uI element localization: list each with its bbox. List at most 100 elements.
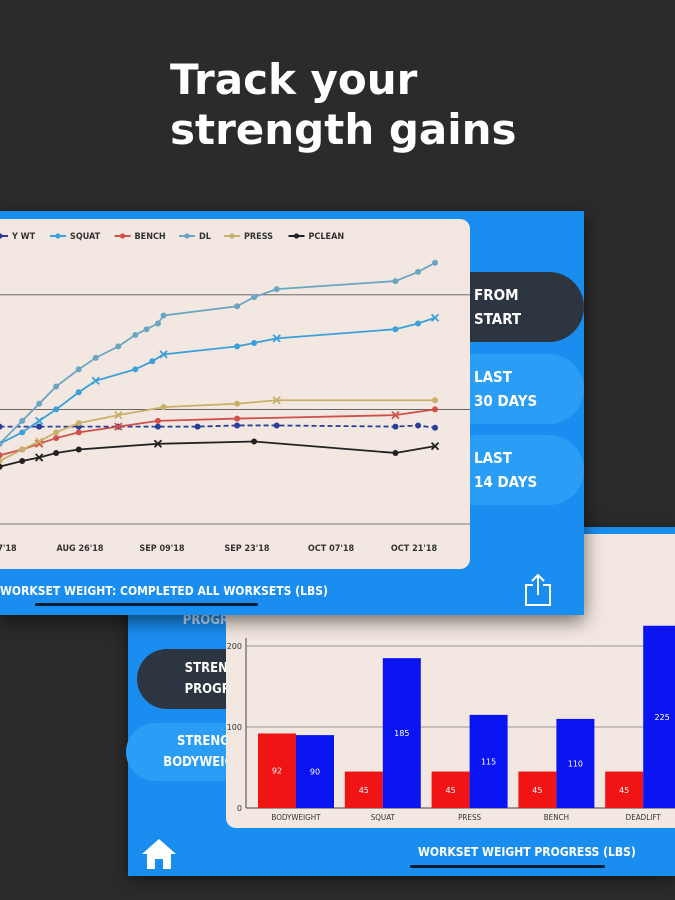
line-chart: 7'18 AUG 26'18 SEP 09'18 SEP 23'18 OCT 07'18…	[0, 232, 470, 554]
line-chart-legend-marker	[293, 233, 300, 239]
bar-chart-bar	[296, 735, 334, 808]
headline-line-2: strength gains	[170, 105, 517, 154]
headline-line-1: Track your	[170, 55, 418, 104]
line-chart-point	[415, 422, 422, 429]
share-icon[interactable]	[523, 573, 553, 607]
line-chart-legend-label: PRESS	[244, 232, 273, 242]
line-chart-legend-marker	[184, 233, 190, 239]
line-chart-point	[273, 286, 280, 293]
line-chart-legend-marker	[55, 233, 61, 239]
line-chart-point	[432, 397, 439, 404]
bar-chart-data-label: 185	[394, 729, 409, 738]
line-chart-point	[75, 429, 82, 436]
line-chart-series-line	[0, 261, 436, 445]
headline: Track your strength gains	[170, 55, 650, 155]
line-chart-point	[234, 343, 241, 350]
line-chart-legend-marker	[119, 233, 126, 239]
bar-chart-data-label: 45	[359, 786, 369, 795]
bar-chart-category-label: SQUAT	[371, 813, 396, 822]
line-chart-point	[75, 420, 82, 427]
bar-chart-data-label: 45	[532, 786, 542, 795]
line-chart-point	[19, 429, 26, 436]
line-chart-point	[35, 416, 44, 426]
bar-chart-category-label: BODYWEIGHT	[271, 813, 321, 822]
line-chart-point	[251, 438, 258, 445]
line-chart-point	[92, 354, 99, 361]
line-chart-point	[35, 453, 44, 462]
bar-chart-bar	[556, 718, 595, 808]
line-chart-legend-label: PCLEAN	[309, 232, 345, 242]
line-chart-x-tick-label: 7'18	[0, 544, 17, 554]
line-chart-point	[53, 435, 60, 442]
range-from-start-button[interactable]: FROM START	[470, 272, 584, 342]
line-chart-point	[154, 417, 161, 424]
line-chart-point	[153, 439, 163, 448]
line-chart-point	[35, 437, 44, 446]
line-chart-series-line	[0, 399, 436, 462]
range-last-30-days-button[interactable]: LAST 30 DAYS	[470, 354, 584, 424]
bar-chart-y-tick-label: 200	[227, 642, 242, 651]
line-chart-point	[234, 303, 241, 310]
line-chart-series-line	[0, 424, 436, 429]
bar-chart-bar	[258, 733, 296, 808]
bar-chart-data-label: 225	[655, 713, 670, 722]
line-chart-point	[143, 326, 150, 333]
line-chart-point	[149, 358, 156, 365]
bar-chart-data-label: 110	[568, 759, 583, 768]
line-chart-legend-label: SQUAT	[70, 232, 101, 242]
line-chart-series-line	[0, 316, 436, 445]
line-chart-legend-label: Y WT	[11, 232, 36, 242]
range-last-14-line2: 14 DAYS	[474, 473, 538, 491]
line-chart-point	[415, 320, 422, 327]
line-chart-point	[19, 417, 26, 424]
bar-chart-data-label: 45	[619, 786, 629, 795]
line-chart-point	[75, 389, 82, 396]
line-chart-card: 7'18 AUG 26'18 SEP 09'18 SEP 23'18 OCT 07'18…	[0, 219, 470, 569]
bar-chart-bar	[382, 658, 421, 808]
line-chart-point	[432, 406, 439, 413]
line-chart-point	[0, 440, 3, 447]
bar-chart-bar	[344, 771, 383, 808]
line-chart-point	[91, 376, 100, 385]
line-chart-point	[160, 312, 167, 319]
line-chart-point	[53, 383, 60, 390]
line-chart-point	[391, 411, 400, 420]
line-chart-point	[0, 452, 3, 459]
line-chart-x-tick-label: OCT 21'18	[391, 544, 438, 554]
line-chart-point	[234, 415, 241, 422]
line-chart-point	[53, 449, 60, 456]
line-chart-point	[154, 423, 161, 430]
bar-chart-data-label: 90	[310, 768, 320, 777]
range-last-14-days-button[interactable]: LAST 14 DAYS	[470, 435, 584, 505]
line-chart-point	[19, 457, 26, 464]
line-chart-series-line	[0, 440, 436, 468]
line-chart-point	[432, 424, 439, 431]
line-chart-point	[0, 423, 3, 430]
line-chart-x-tick-label: OCT 07'18	[308, 544, 355, 554]
line-chart-point	[115, 343, 122, 350]
line-chart-point	[415, 268, 422, 275]
line-chart-point	[114, 411, 123, 420]
line-chart-point	[36, 400, 43, 407]
line-chart-x-tick-label: SEP 23'18	[224, 544, 269, 554]
line-chart-x-tick-label: SEP 09'18	[139, 544, 184, 554]
home-icon[interactable]	[140, 837, 178, 871]
bar-chart-category-label: BENCH	[544, 813, 569, 822]
bar-chart-bar	[469, 714, 508, 808]
line-chart-point	[53, 429, 60, 436]
line-chart-point	[0, 463, 3, 470]
bar-chart-data-label: 92	[272, 767, 282, 776]
line-chart-point	[194, 423, 201, 430]
bar-chart-category-label: DEADLIFT	[626, 813, 662, 822]
line-chart-point	[392, 449, 399, 456]
line-chart-legend-label: BENCH	[135, 232, 166, 242]
bar-chart: 0 100 200 92 90 BODYWEIGHT 45 185 SQUAT 45 115 PRES…	[227, 625, 675, 822]
back-footer-label: WORKSET WEIGHT PROGRESS (LBS)	[418, 845, 636, 859]
bar-chart-y-tick-label: 100	[227, 723, 242, 732]
line-chart-legend-marker	[229, 233, 235, 239]
back-footer-underline	[410, 865, 605, 868]
range-from-start-line1: FROM	[474, 286, 519, 304]
line-chart-point	[36, 423, 43, 430]
front-footer-underline	[35, 603, 258, 606]
line-chart-point	[75, 366, 82, 373]
